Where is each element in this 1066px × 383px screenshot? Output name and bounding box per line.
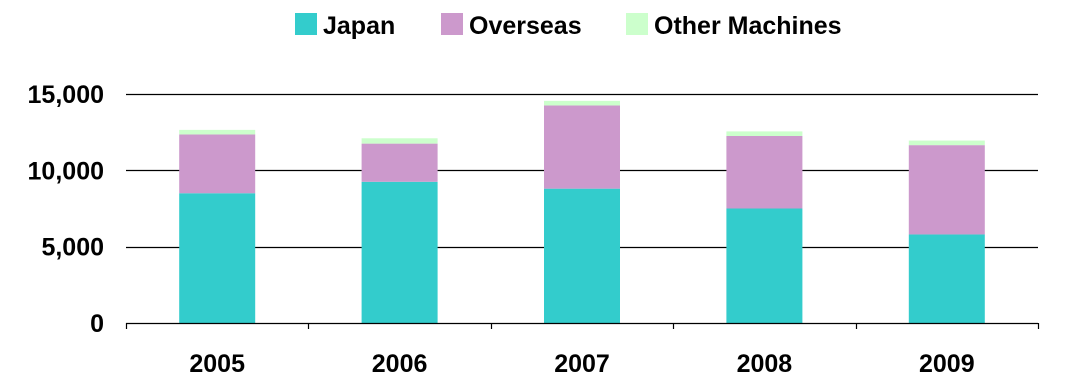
bar-japan-2007 — [544, 188, 620, 323]
bar-japan-2008 — [726, 208, 803, 323]
y-tick-label: 5,000 — [41, 234, 104, 262]
y-tick-labels: 0 5,000 10,000 15,000 — [28, 81, 104, 338]
legend-label-japan: Japan — [323, 12, 395, 40]
y-tick-label: 10,000 — [28, 157, 104, 185]
x-tick-label: 2006 — [372, 350, 428, 378]
bar-overseas-2008 — [726, 135, 803, 209]
bar-japan-2009 — [908, 234, 985, 323]
x-tick-label: 2008 — [737, 350, 793, 378]
x-tick-label: 2007 — [554, 350, 610, 378]
bars — [179, 100, 985, 323]
y-tick-label: 0 — [90, 310, 104, 338]
bar-other-machines-2007 — [544, 100, 620, 106]
x-tick-label: 2005 — [189, 350, 245, 378]
bar-overseas-2005 — [179, 134, 256, 194]
y-tick-label: 15,000 — [28, 81, 104, 109]
bar-other-machines-2005 — [179, 129, 256, 135]
bar-japan-2005 — [179, 193, 256, 323]
bar-overseas-2007 — [544, 105, 620, 189]
x-tick-labels: 2005 2006 2007 2008 2009 — [189, 350, 974, 378]
bar-overseas-2009 — [908, 145, 985, 235]
legend-swatch-other-machines — [626, 13, 648, 35]
bar-japan-2006 — [361, 181, 438, 323]
axes — [125, 322, 1040, 329]
bar-other-machines-2006 — [361, 138, 438, 144]
x-tick-label: 2009 — [919, 350, 975, 378]
legend-label-other-machines: Other Machines — [654, 12, 842, 40]
legend-swatch-overseas — [441, 13, 463, 35]
bar-overseas-2006 — [361, 143, 438, 182]
legend-label-overseas: Overseas — [469, 12, 582, 40]
legend: Japan Overseas Other Machines — [295, 12, 842, 40]
legend-swatch-japan — [295, 13, 317, 35]
bar-other-machines-2009 — [908, 140, 985, 146]
bar-other-machines-2008 — [726, 131, 803, 136]
